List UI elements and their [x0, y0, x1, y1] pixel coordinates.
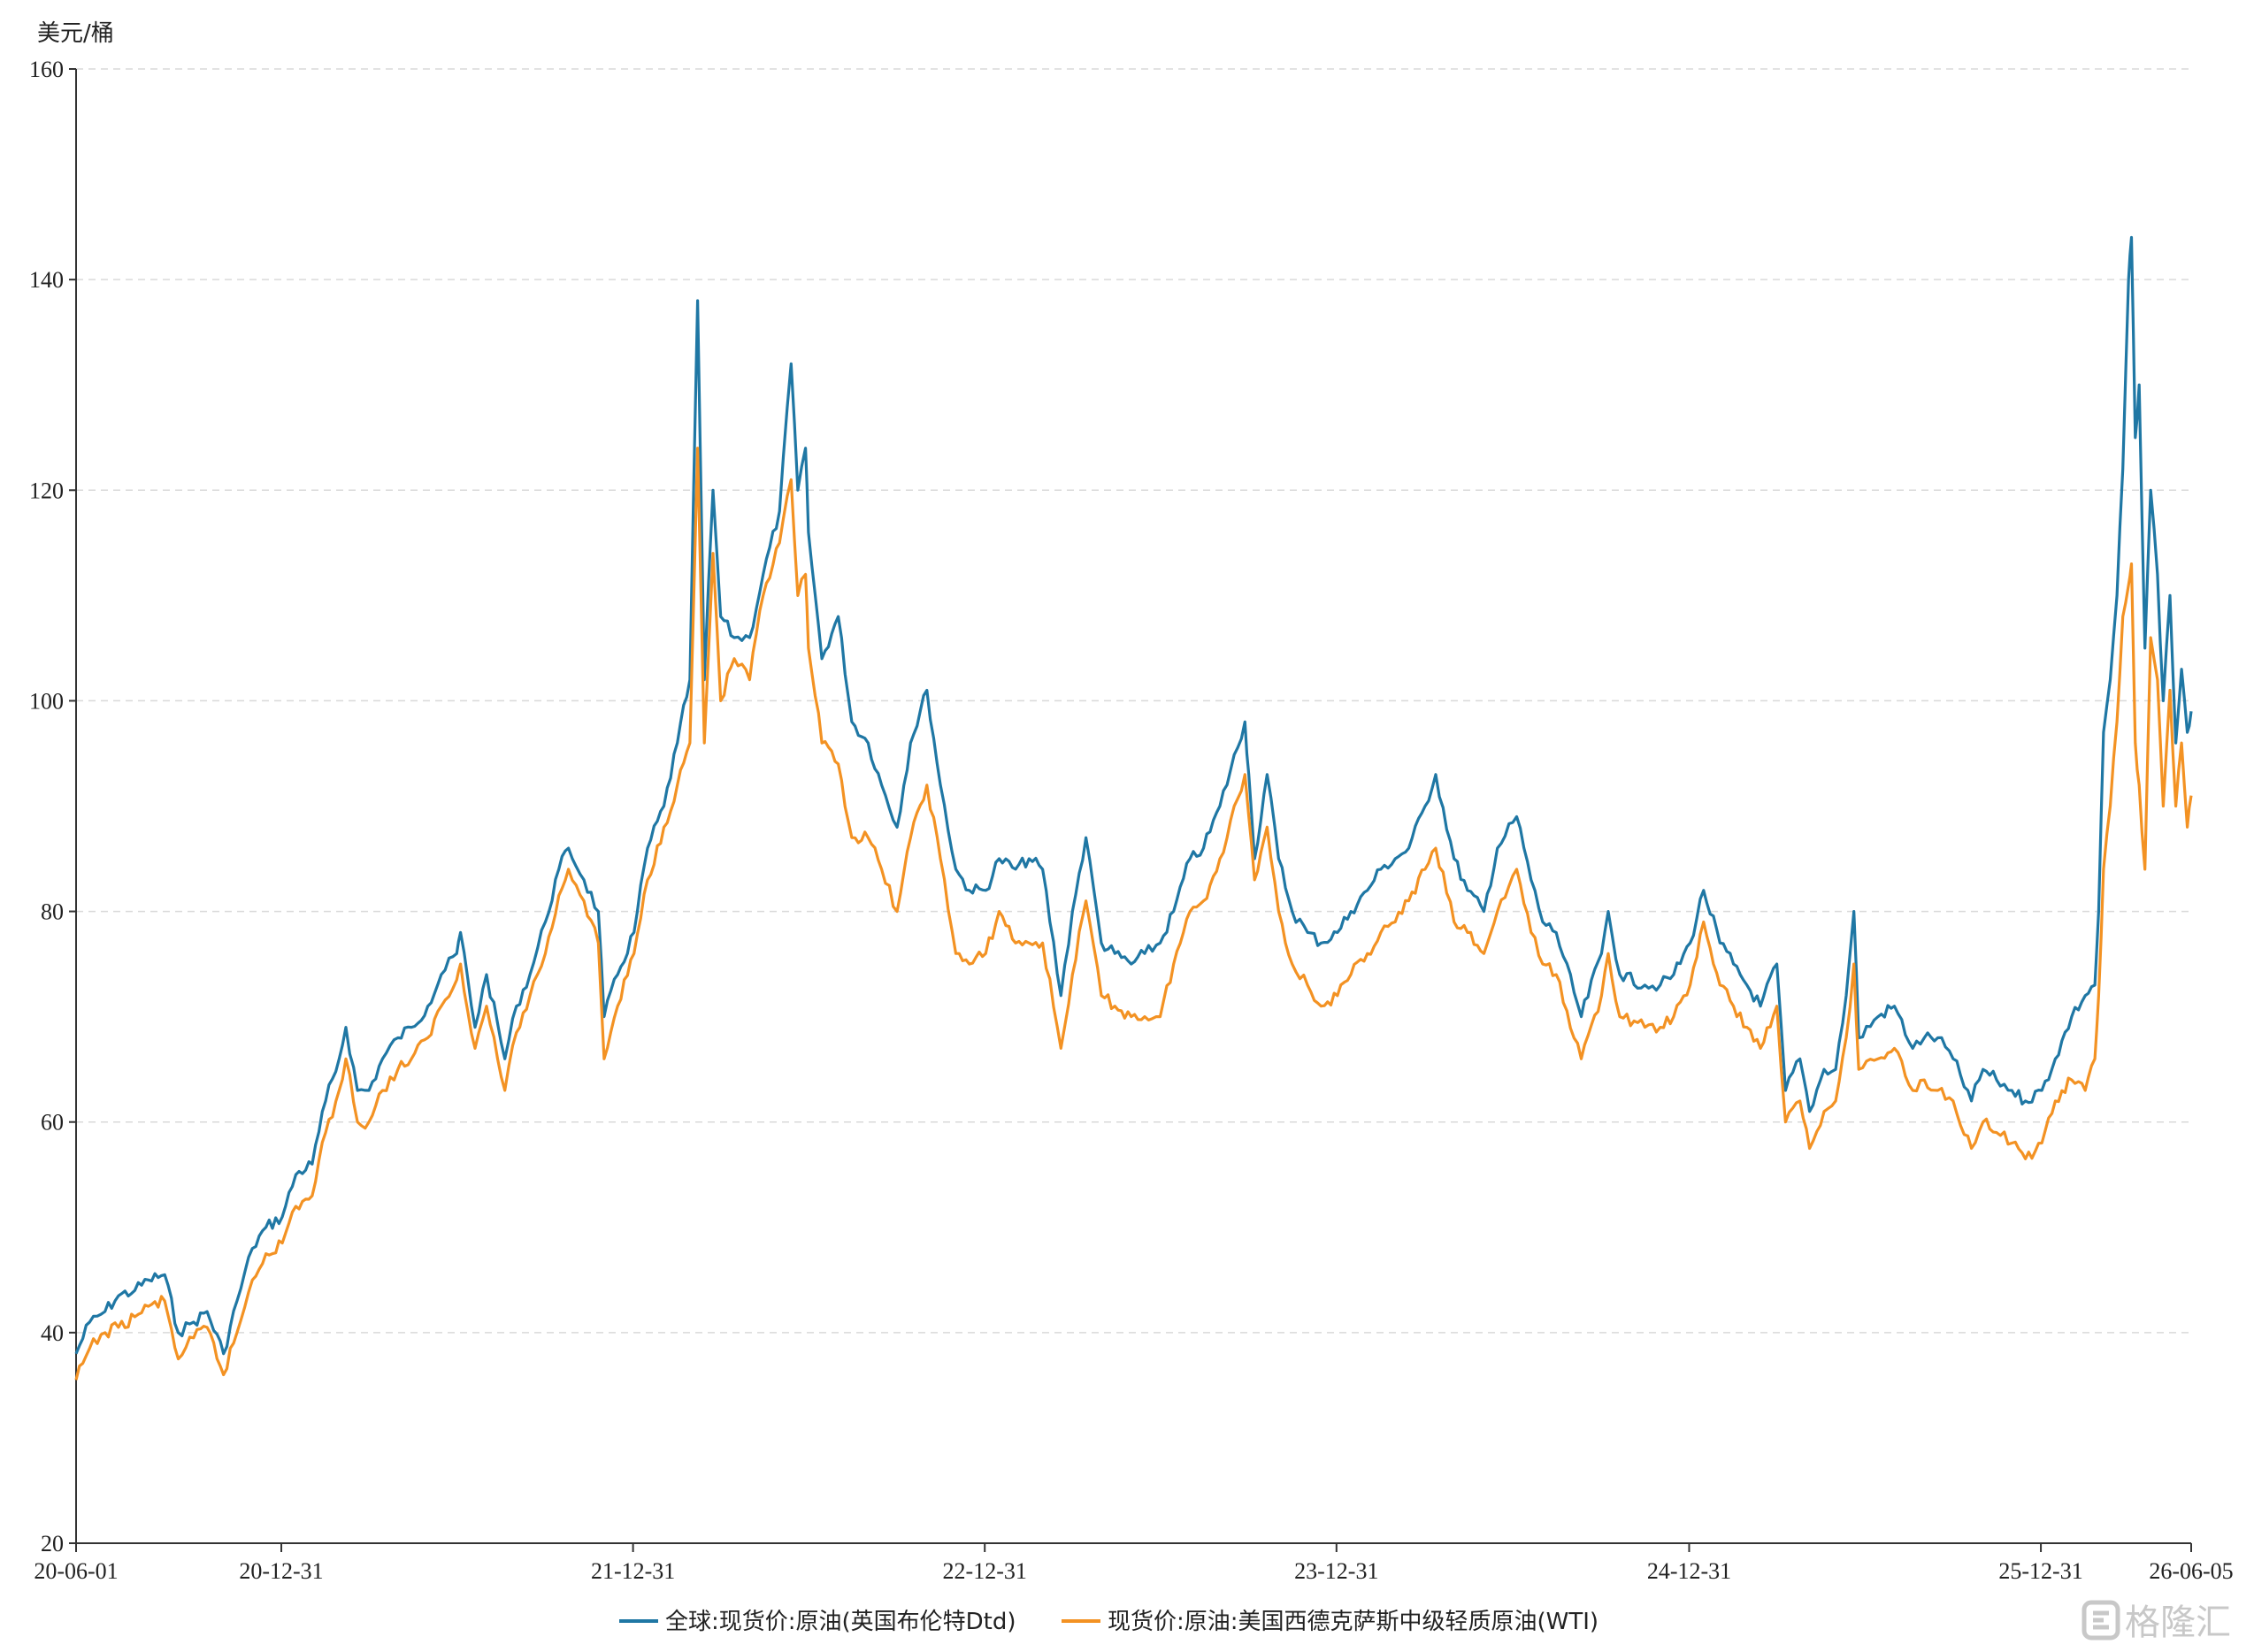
y-tick-label: 140	[29, 267, 64, 293]
y-tick-label: 80	[41, 899, 64, 925]
legend-label: 全球:现货价:原油(英国布伦特Dtd)	[665, 1609, 1016, 1635]
y-tick-label: 40	[41, 1320, 64, 1346]
x-tick-label: 23-12-31	[1294, 1558, 1378, 1584]
x-tick-label: 22-12-31	[943, 1558, 1027, 1584]
series-line-2	[74, 447, 2193, 1380]
x-tick-label: 24-12-31	[1647, 1558, 1731, 1584]
y-axis-ticks: 20 40 60 80 100 120 140 160	[29, 57, 76, 1556]
series-lines	[74, 235, 2193, 1380]
y-tick-label: 20	[41, 1531, 64, 1556]
x-tick-label: 20-12-31	[239, 1558, 323, 1584]
y-tick-label: 120	[29, 478, 64, 503]
y-tick-label: 60	[41, 1110, 64, 1136]
legend-label: 现货价:原油:美国西德克萨斯中级轻质原油(WTI)	[1108, 1609, 1598, 1635]
watermark: 格隆汇	[2082, 1600, 2231, 1643]
watermark-text: 格隆汇	[2125, 1602, 2231, 1643]
legend: 全球:现货价:原油(英国布伦特Dtd) 现货价:原油:美国西德克萨斯中级轻质原油(…	[619, 1609, 1598, 1635]
x-tick-label: 25-12-31	[1998, 1558, 2082, 1584]
grid-lines	[76, 68, 2191, 1334]
x-tick-label: 21-12-31	[591, 1558, 675, 1584]
x-axis-ticks: 20-06-01 20-12-31 21-12-31 22-12-31 23-12-31…	[34, 1543, 2234, 1584]
gelonghui-logo-icon	[2082, 1600, 2120, 1641]
series-line-1	[74, 235, 2193, 1356]
x-tick-label: 20-06-01	[34, 1558, 118, 1584]
y-axis-unit-label: 美元/桶	[37, 20, 114, 47]
x-tick-label: 26-06-05	[2149, 1558, 2233, 1584]
y-tick-label: 160	[29, 57, 64, 82]
y-tick-label: 100	[29, 688, 64, 714]
